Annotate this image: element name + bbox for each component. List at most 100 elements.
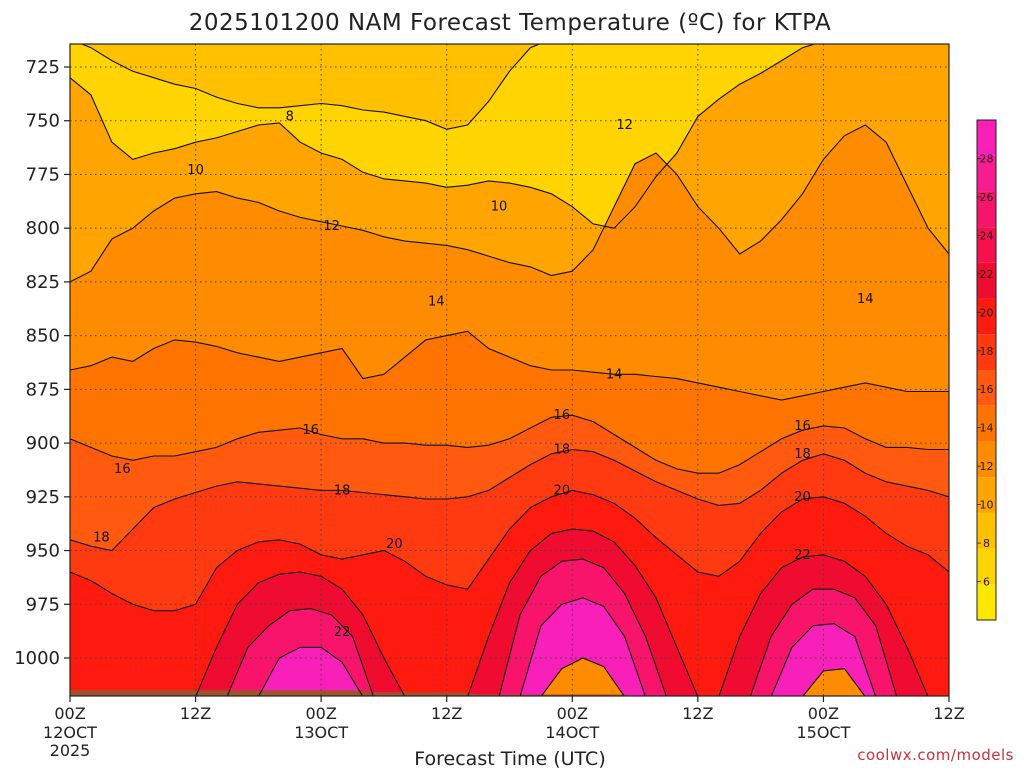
colorbar-segment: [977, 155, 996, 192]
contour-12: [70, 124, 949, 283]
colorbar: 6 8 10 12 14 16 18 20 22 24 26 28: [976, 119, 997, 621]
x-tick-date: 12OCT: [43, 723, 97, 742]
contour-label: 10: [491, 200, 508, 215]
contour-label: 10: [187, 163, 204, 178]
colorbar-tick-label: 16: [980, 383, 994, 396]
colorbar-tick-label: 18: [980, 345, 994, 358]
contour-label: 20: [794, 490, 811, 505]
y-tick-label: 775: [26, 164, 60, 185]
contour-26: [519, 597, 646, 696]
contour-labels: 8 10 10 12 12 14 14 14 16 16 16 16 18 18 18 18 20 20 20 22 2…: [93, 109, 874, 640]
contour-18: [70, 448, 949, 552]
x-tick-label: 00Z: [54, 704, 85, 723]
band-fill-30: [541, 658, 625, 696]
colorbar-tick-label: 22: [980, 268, 994, 281]
colorbar-segment: [977, 548, 996, 585]
y-tick-label: 950: [26, 541, 60, 562]
band-fill-28: [520, 597, 646, 696]
colorbar-tick-label: 24: [980, 229, 994, 242]
contour-22: [718, 554, 929, 696]
x-tick-label: 00Z: [305, 704, 336, 723]
y-tick-label: 850: [26, 326, 60, 347]
band-fill-28: [258, 647, 363, 696]
contour-lines: [70, 44, 949, 696]
band-fill-10: [81, 44, 540, 130]
x-tick-date: 14OCT: [545, 723, 599, 742]
colorbar-segment: [977, 441, 996, 478]
contour-label: 16: [554, 408, 571, 423]
contour-8: [80, 44, 541, 130]
contour-22: [467, 528, 699, 696]
colorbar-segment: [977, 298, 996, 335]
contour-28: [540, 657, 625, 696]
colorbar-tick-label: 10: [980, 499, 994, 512]
contour-label: 12: [616, 118, 633, 133]
colorbar-segment: [977, 120, 996, 156]
contour-label: 18: [334, 483, 351, 498]
contour-14: [70, 330, 949, 401]
contour-label: 16: [114, 462, 131, 477]
contour-16: [70, 414, 949, 474]
colorbar-segment: [977, 584, 996, 620]
contour-label: 14: [428, 294, 445, 309]
x-axis-label: Forecast Time (UTC): [414, 748, 605, 768]
contour-28: [802, 668, 866, 696]
contour-label: 14: [857, 292, 874, 307]
x-tick-date: 13OCT: [294, 723, 348, 742]
contour-24: [749, 588, 898, 696]
x-tick-label: 12Z: [933, 704, 964, 723]
plot-frame: [69, 43, 950, 697]
contour-label: 20: [554, 483, 571, 498]
colorbar-segment: [977, 477, 996, 513]
contour-label: 12: [323, 219, 340, 234]
colorbar-segment: [977, 227, 996, 263]
x-tick-year: 2025: [50, 741, 91, 760]
y-tick-label: 975: [26, 594, 60, 615]
y-axis: 725 750 775 800 825 850 875 900 925 950 975 1000: [14, 57, 70, 669]
colorbar-tick-label: 14: [980, 422, 994, 435]
x-tick-date: 15OCT: [796, 723, 850, 742]
y-tick-label: 800: [26, 218, 60, 239]
x-tick-label: 12Z: [431, 704, 462, 723]
x-tick-label: 12Z: [180, 704, 211, 723]
colorbar-segment: [977, 370, 996, 406]
contour-label: 22: [794, 548, 811, 563]
contour-label: 8: [286, 109, 294, 124]
contour-label: 18: [794, 447, 811, 462]
colorbar-frame: [976, 119, 997, 621]
colorbar-tick-label: 26: [980, 191, 994, 204]
contour-label: 18: [93, 531, 110, 546]
contour-20: [70, 489, 949, 612]
contour-label: 18: [554, 443, 571, 458]
y-tick-label: 825: [26, 272, 60, 293]
contour-label: 20: [386, 537, 403, 552]
colorbar-segment: [977, 262, 996, 299]
contour-26: [258, 646, 364, 696]
colorbar-tick-label: 20: [980, 306, 994, 319]
plot-area: [70, 44, 949, 696]
x-tick-label: 00Z: [557, 704, 588, 723]
colorbar-tick-label: 12: [980, 460, 994, 473]
y-tick-label: 1000: [14, 648, 60, 669]
credit-text: coolwx.com/models: [857, 746, 1014, 764]
contour-label: 16: [794, 419, 811, 434]
contour-label: 16: [302, 423, 319, 438]
colorbar-segment: [977, 512, 996, 549]
y-tick-label: 925: [26, 487, 60, 508]
colorbar-segment: [977, 191, 996, 228]
colorbar-segment: [977, 334, 996, 370]
y-tick-label: 875: [26, 379, 60, 400]
contour-label: 22: [334, 625, 351, 640]
colorbar-tick-label: 28: [980, 152, 994, 165]
y-tick-label: 900: [26, 433, 60, 454]
contour-24: [226, 608, 374, 696]
contour-10: [70, 44, 817, 229]
terrain: [70, 690, 949, 696]
contour-label: 14: [606, 367, 623, 382]
colorbar-segment: [977, 405, 996, 442]
colorbar-tick-label: 6: [983, 576, 990, 589]
chart-title: 2025101200 NAM Forecast Temperature (ºC)…: [189, 10, 831, 36]
y-tick-label: 725: [26, 57, 60, 78]
